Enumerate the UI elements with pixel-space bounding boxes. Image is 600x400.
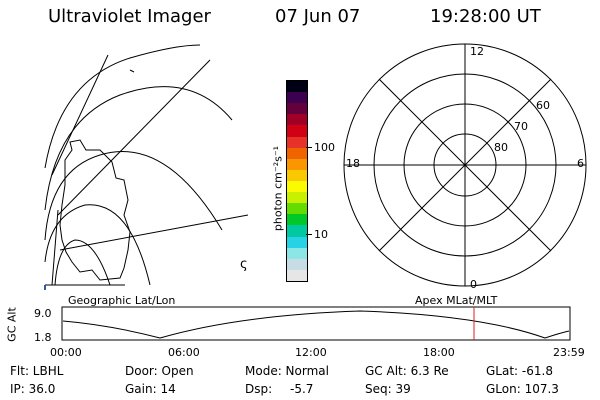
colorbar-segment [287, 92, 307, 104]
x-tick-1200: 12:00 [295, 346, 327, 359]
geo-glyph: ς [240, 257, 248, 272]
lon-line-3 [59, 214, 249, 251]
x-tick-1800: 18:00 [423, 346, 455, 359]
lat-label-70: 70 [514, 120, 528, 133]
timeline-y-bottom: 1.8 [34, 331, 52, 344]
colorbar-tick-10 [306, 234, 312, 235]
polar-plot [343, 43, 587, 287]
info-mode: Mode: Normal [245, 364, 329, 378]
mlt-label-18: 18 [346, 157, 360, 170]
date-label: 07 Jun 07 [275, 6, 361, 27]
colorbar-segment [287, 214, 307, 226]
colorbar-segment [287, 192, 307, 204]
lon-line-2 [57, 59, 211, 216]
colorbar-segment [287, 269, 307, 281]
lat-arc-4 [44, 204, 151, 286]
colorbar-segment [287, 125, 307, 137]
colorbar-segment [287, 103, 307, 115]
mlt-label-12: 12 [470, 45, 484, 58]
info-ip: IP: 36.0 [10, 382, 56, 396]
app-title: Ultraviolet Imager [48, 6, 211, 27]
colorbar-unit-label: photon cm⁻²s⁻¹ [271, 145, 285, 232]
info-glon: GLon: 107.3 [486, 382, 559, 396]
colorbar-label-100: 100 [314, 141, 335, 154]
info-dsp-value: -5.7 [290, 382, 314, 396]
altitude-timeline [61, 306, 571, 341]
time-label: 19:28:00 UT [430, 6, 541, 27]
info-gc-alt: GC Alt: 6.3 Re [365, 364, 449, 378]
altitude-curve [62, 310, 570, 339]
lat-arc-3 [44, 151, 223, 241]
colorbar-segment [287, 247, 307, 259]
colorbar-segment [287, 169, 307, 182]
info-flt: Flt: LBHL [10, 364, 64, 378]
lat-arc-5 [54, 239, 111, 286]
x-tick-0600: 06:00 [168, 346, 200, 359]
colorbar-segment [287, 203, 307, 215]
colorbar-segment [287, 136, 307, 148]
mlt-label-6: 6 [577, 157, 584, 170]
colorbar [286, 80, 308, 282]
colorbar-label-10: 10 [314, 228, 328, 241]
colorbar-segment [287, 258, 307, 270]
info-dsp: Dsp: [245, 382, 273, 396]
x-tick-2359: 23:59 [553, 346, 585, 359]
lat-arc-2 [44, 86, 233, 211]
colorbar-segment [287, 81, 307, 93]
lat-arc-outer [44, 44, 201, 169]
info-gain: Gain: 14 [125, 382, 176, 396]
info-door: Door: Open [125, 364, 194, 378]
coastline [59, 139, 131, 281]
tick-mark [129, 69, 135, 73]
colorbar-tick-100 [306, 147, 312, 148]
colorbar-segment [287, 114, 307, 126]
timeline-y-label: GC Alt [5, 307, 19, 342]
lat-label-80: 80 [494, 141, 508, 154]
colorbar-segment [287, 236, 307, 248]
colorbar-segment [287, 225, 307, 237]
lon-line-4 [51, 209, 59, 286]
mlt-diag-2 [378, 78, 552, 252]
lon-line-1 [51, 54, 109, 176]
info-seq: Seq: 39 [365, 382, 411, 396]
polar-panel-label: Apex MLat/MLT [415, 294, 498, 307]
colorbar-segment [287, 181, 307, 193]
colorbar-segment [287, 147, 307, 159]
x-tick-0000: 00:00 [50, 346, 82, 359]
geo-panel-label: Geographic Lat/Lon [68, 294, 176, 307]
info-glat: GLat: -61.8 [486, 364, 553, 378]
timeline-frame [61, 306, 571, 341]
mlt-label-0: 0 [470, 278, 477, 291]
colorbar-segment [287, 158, 307, 170]
timeline-y-top: 9.0 [34, 307, 52, 320]
lat-label-60: 60 [536, 99, 550, 112]
geographic-map [44, 44, 249, 290]
